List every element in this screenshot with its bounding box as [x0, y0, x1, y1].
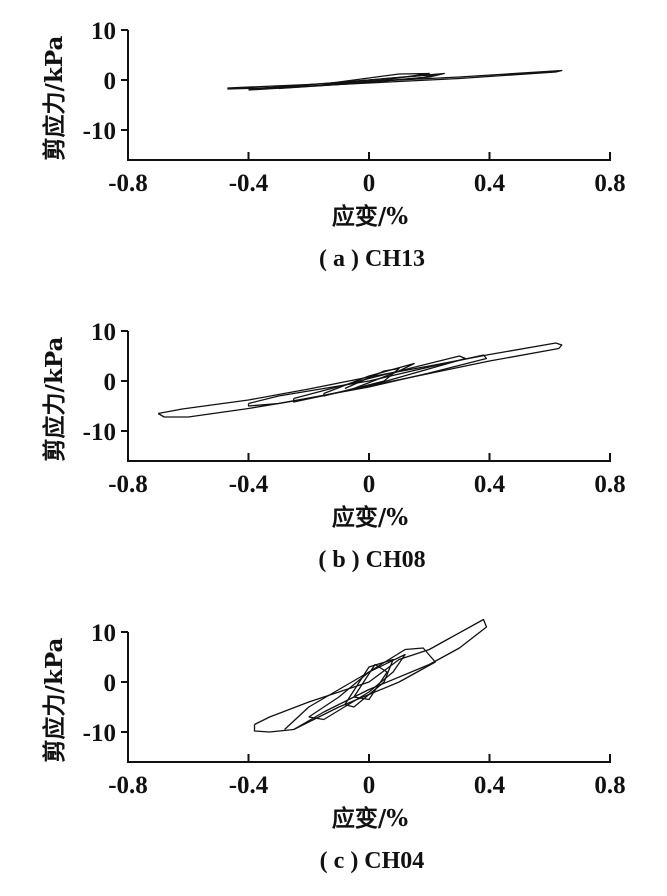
x-axis-label: 应变/% [332, 805, 408, 832]
hysteresis-loop-2 [323, 72, 430, 86]
y-tick-label: 0 [104, 670, 117, 697]
x-tick-label: -0.8 [108, 772, 148, 799]
x-axis-label: 应变/% [332, 504, 408, 531]
panel-1: 10 0 -10 -0.8 -0.4 0 0.4 0.8 应变/% ( b ) CH08 剪应力/k… [41, 319, 626, 573]
y-tick-label: -10 [83, 419, 116, 446]
y-tick-label: 0 [104, 68, 117, 95]
hysteresis-loop-3 [248, 73, 436, 91]
x-tick-label: 0.8 [594, 170, 625, 197]
x-tick-label: 0.4 [474, 170, 506, 197]
panel-caption: ( a ) CH13 [319, 246, 425, 272]
y-tick-label: 0 [104, 369, 117, 396]
panel-2: 10 0 -10 -0.8 -0.4 0 0.4 0.8 应变/% ( c ) CH04 剪应力/k… [41, 618, 626, 874]
y-axis-label: 剪应力/kPa [41, 35, 68, 160]
panel-caption: ( c ) CH04 [320, 848, 425, 874]
x-tick-label: 0.4 [474, 471, 506, 498]
panel-caption: ( b ) CH08 [318, 547, 425, 573]
hysteresis-loop-4 [353, 663, 388, 701]
hysteresis-loop-3 [323, 362, 415, 397]
x-tick-label: 0.4 [474, 772, 506, 799]
x-tick-label: -0.8 [108, 471, 148, 498]
hysteresis-loop-0 [253, 618, 488, 733]
x-tick-label: 0 [363, 170, 376, 197]
x-tick-label: 0 [363, 471, 376, 498]
x-tick-label: 0 [363, 772, 376, 799]
hysteresis-loop-4 [344, 367, 400, 392]
x-tick-label: -0.4 [229, 471, 269, 498]
y-tick-label: 10 [91, 319, 116, 346]
y-tick-label: 10 [91, 18, 116, 45]
x-tick-label: -0.4 [229, 772, 269, 799]
y-axis-label: 剪应力/kPa [41, 336, 68, 461]
y-tick-label: -10 [83, 118, 116, 145]
y-axis-label: 剪应力/kPa [41, 637, 68, 762]
x-tick-label: -0.8 [108, 170, 148, 197]
x-axis-label: 应变/% [332, 203, 408, 230]
x-tick-label: 0.8 [594, 772, 625, 799]
hysteresis-loop-3 [344, 658, 394, 708]
x-tick-label: 0.8 [594, 471, 625, 498]
hysteresis-loop-0 [157, 342, 563, 418]
y-tick-label: -10 [83, 720, 116, 747]
y-tick-label: 10 [91, 620, 116, 647]
hysteresis-loop-2 [308, 653, 406, 721]
hysteresis-loop-2 [293, 355, 467, 403]
x-tick-label: -0.4 [229, 170, 269, 197]
panel-0: 10 0 -10 -0.8 -0.4 0 0.4 0.8 应变/% ( a ) CH13 剪应力/k… [41, 18, 626, 272]
